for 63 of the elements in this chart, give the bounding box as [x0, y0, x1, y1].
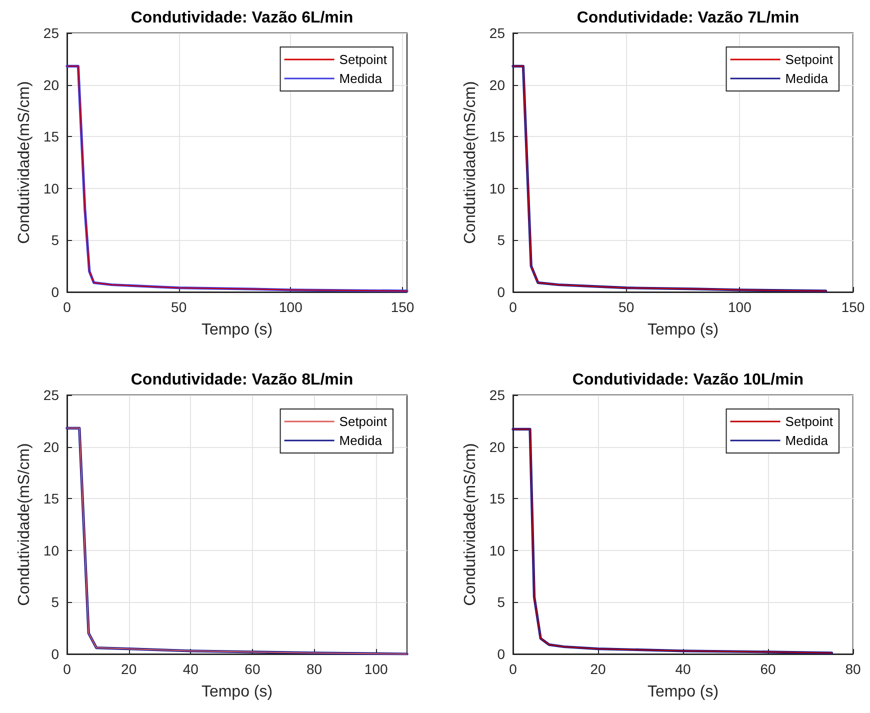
legend-label: Setpoint — [339, 52, 388, 67]
legend-label: Medida — [785, 71, 829, 86]
legend-label: Setpoint — [785, 52, 834, 67]
y-tick-label: 10 — [43, 180, 60, 196]
legend-label: Medida — [339, 71, 383, 86]
y-tick-label: 15 — [43, 490, 60, 507]
y-tick-label: 20 — [489, 76, 506, 93]
x-tick-label: 60 — [244, 661, 260, 677]
y-tick-label: 15 — [489, 490, 506, 507]
y-tick-label: 0 — [51, 646, 60, 662]
x-axis-title: Tempo (s) — [201, 684, 273, 700]
x-tick-label: 0 — [509, 661, 518, 677]
x-tick-label: 50 — [618, 299, 634, 315]
y-tick-label: 20 — [489, 438, 506, 455]
y-tick-label: 0 — [497, 646, 506, 662]
y-tick-label: 5 — [51, 232, 60, 248]
x-tick-label: 80 — [845, 661, 861, 677]
legend-label: Setpoint — [339, 414, 388, 429]
y-tick-label: 25 — [43, 387, 60, 403]
x-tick-label: 100 — [279, 299, 303, 315]
x-tick-label: 20 — [121, 661, 137, 677]
y-tick-label: 20 — [43, 76, 60, 93]
x-tick-label: 50 — [171, 299, 187, 315]
y-tick-label: 5 — [497, 594, 506, 610]
legend-label: Medida — [339, 433, 383, 448]
x-tick-label: 80 — [306, 661, 322, 677]
y-tick-label: 5 — [51, 594, 60, 610]
chart-title: Condutividade: Vazão 8L/min — [130, 372, 354, 388]
y-tick-label: 25 — [43, 25, 60, 41]
x-tick-label: 40 — [675, 661, 691, 677]
x-tick-label: 20 — [590, 661, 606, 677]
x-tick-label: 40 — [182, 661, 199, 677]
y-tick-label: 5 — [497, 232, 506, 248]
x-tick-label: 100 — [728, 299, 752, 315]
y-tick-label: 0 — [497, 284, 506, 300]
y-tick-label: 10 — [489, 180, 506, 196]
x-tick-label: 150 — [841, 299, 865, 315]
x-tick-label: 100 — [364, 661, 388, 677]
y-tick-label: 15 — [489, 128, 506, 145]
y-tick-label: 25 — [489, 25, 506, 41]
x-tick-label: 0 — [63, 299, 72, 315]
y-axis-title: Condutividade(mS/cm) — [462, 443, 480, 606]
y-tick-label: 10 — [489, 542, 506, 558]
legend-label: Medida — [785, 433, 829, 448]
chart-title: Condutividade: Vazão 10L/min — [572, 372, 804, 388]
x-axis-title: Tempo (s) — [647, 684, 719, 700]
y-axis-title: Condutividade(mS/cm) — [16, 443, 34, 606]
x-tick-label: 60 — [760, 661, 776, 677]
y-tick-label: 15 — [43, 128, 60, 145]
x-tick-label: 0 — [63, 661, 72, 677]
y-tick-label: 10 — [43, 542, 60, 558]
x-axis-title: Tempo (s) — [647, 322, 719, 338]
x-tick-label: 150 — [390, 299, 414, 315]
x-axis-title: Tempo (s) — [201, 322, 273, 338]
y-tick-label: 0 — [51, 284, 60, 300]
chart-title: Condutividade: Vazão 6L/min — [130, 10, 354, 26]
y-axis-title: Condutividade(mS/cm) — [462, 81, 480, 244]
y-tick-label: 25 — [489, 387, 506, 403]
legend-label: Setpoint — [785, 414, 834, 429]
chart-title: Condutividade: Vazão 7L/min — [576, 10, 800, 26]
y-tick-label: 20 — [43, 438, 60, 455]
x-tick-label: 0 — [509, 299, 518, 315]
y-axis-title: Condutividade(mS/cm) — [16, 81, 34, 244]
